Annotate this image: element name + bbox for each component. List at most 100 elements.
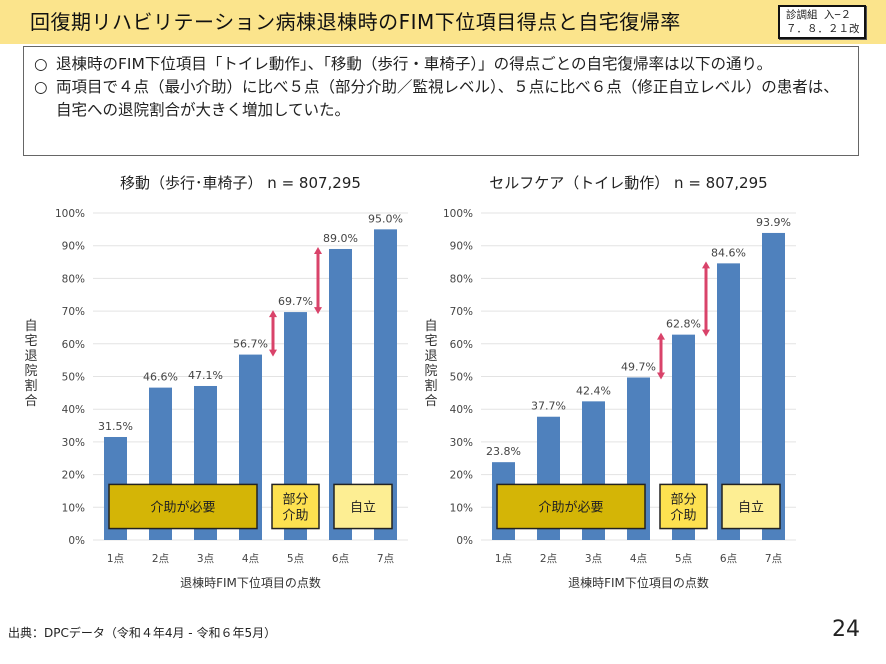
y-tick-label: 10%	[62, 502, 85, 514]
x-tick-label: 6点	[720, 553, 737, 565]
y-tick-label: 100%	[55, 208, 85, 220]
y-tick-label: 20%	[62, 470, 85, 482]
annotation-rect	[108, 483, 258, 530]
badge-line-2: ７．８．２１改	[786, 23, 860, 35]
y-axis-label: 宅	[24, 334, 37, 349]
arrow-head-up	[702, 261, 710, 269]
annotation-rect	[659, 483, 708, 530]
double-arrow-icon	[314, 246, 322, 315]
y-axis-label: 自	[24, 319, 37, 334]
data-label: 84.6%	[711, 246, 746, 259]
y-axis-label: 退	[24, 349, 37, 364]
summary-text: 両項目で４点（最小介助）に比べ５点（部分介助／監視レベル）、５点に比べ６点（修正…	[56, 78, 839, 119]
summary-item: ○ 退棟時のFIM下位項目「トイレ動作」、「移動（歩行・車椅子）」の得点ごとの自…	[34, 53, 846, 76]
y-axis-label: 院	[424, 364, 437, 379]
data-label: 62.8%	[666, 318, 701, 331]
category-annotation-box: 部分介助	[659, 483, 708, 530]
badge-line-1: 診調組 入−２	[786, 9, 852, 21]
y-axis-label: 合	[24, 394, 37, 409]
y-axis-label: 割	[24, 378, 37, 394]
chart-title: セルフケア（トイレ動作） n = 807,295	[489, 174, 767, 192]
annotation-label: 自立	[738, 500, 764, 515]
x-tick-label: 1点	[107, 553, 124, 565]
data-label: 89.0%	[323, 232, 358, 245]
x-axis-title: 退棟時FIM下位項目の点数	[568, 575, 709, 590]
annotation-label: 部分	[670, 492, 696, 507]
arrow-head-up	[314, 246, 322, 254]
data-label: 37.7%	[531, 400, 566, 413]
summary-box: ○ 退棟時のFIM下位項目「トイレ動作」、「移動（歩行・車椅子）」の得点ごとの自…	[23, 46, 859, 156]
arrow-head-down	[657, 372, 665, 380]
x-tick-label: 2点	[540, 553, 557, 565]
y-tick-label: 60%	[62, 339, 85, 351]
y-tick-label: 40%	[450, 404, 473, 416]
category-annotation-box: 自立	[333, 483, 393, 530]
data-label: 56.7%	[233, 338, 268, 351]
x-tick-label: 1点	[495, 553, 512, 565]
x-tick-label: 4点	[630, 553, 647, 565]
double-arrow-icon	[657, 332, 665, 380]
x-axis-title: 退棟時FIM下位項目の点数	[180, 575, 321, 590]
y-tick-label: 30%	[450, 437, 473, 449]
data-label: 93.9%	[756, 216, 791, 229]
x-tick-label: 2点	[152, 553, 169, 565]
chart-mobility-svg: 移動（歩行･車椅子） n = 807,295 0% 10% 20% 30% 40% 50% 6…	[24, 174, 408, 590]
arrow-head-down	[702, 329, 710, 337]
x-tick-label: 3点	[197, 553, 214, 565]
x-tick-label: 4点	[242, 553, 259, 565]
data-label: 49.7%	[621, 360, 656, 373]
document-badge: 診調組 入−２ ７．８．２１改	[778, 5, 866, 39]
double-arrow-icon	[269, 310, 277, 357]
annotation-label: 介助	[282, 508, 308, 523]
data-label: 31.5%	[98, 420, 133, 433]
annotation-label: 自立	[350, 500, 376, 515]
category-annotation-box: 部分介助	[271, 483, 320, 530]
y-tick-label: 80%	[62, 273, 85, 285]
y-axis-label: 合	[424, 394, 437, 409]
y-tick-label: 0%	[456, 535, 473, 547]
chart-toilet: セルフケア（トイレ動作） n = 807,295 0% 10% 20% 30% 40% 50…	[418, 168, 818, 598]
bar	[374, 229, 397, 540]
header-bar	[0, 0, 886, 44]
annotation-label: 介助が必要	[538, 500, 603, 515]
data-label: 42.4%	[576, 384, 611, 397]
annotation-label: 介助	[670, 508, 696, 523]
category-annotation-box: 自立	[721, 483, 781, 530]
y-tick-label: 70%	[62, 306, 85, 318]
double-arrow-icon	[702, 261, 710, 337]
y-tick-label: 0%	[68, 535, 85, 547]
data-label: 47.1%	[188, 369, 223, 382]
x-tick-label: 6点	[332, 553, 349, 565]
data-label: 46.6%	[143, 371, 178, 384]
x-tick-label: 7点	[377, 553, 394, 565]
bar	[284, 312, 307, 540]
x-tick-label: 5点	[675, 553, 692, 565]
circle-bullet-icon: ○	[34, 55, 48, 73]
y-tick-label: 90%	[450, 241, 473, 253]
source-note: 出典：DPCデータ（令和４年4月 - 令和６年5月）	[8, 626, 277, 640]
circle-bullet-icon: ○	[34, 78, 48, 96]
y-axis-label: 退	[424, 349, 437, 364]
arrow-head-up	[657, 332, 665, 340]
y-tick-label: 30%	[62, 437, 85, 449]
y-axis-label: 割	[424, 378, 437, 394]
page-number: 24	[832, 617, 860, 642]
data-label: 95.0%	[368, 212, 403, 225]
y-axis-label: 院	[24, 364, 37, 379]
annotation-rect	[496, 483, 646, 530]
x-tick-label: 7点	[765, 553, 782, 565]
annotation-rect	[721, 483, 781, 530]
y-tick-label: 60%	[450, 339, 473, 351]
bar	[329, 248, 352, 540]
data-label: 69.7%	[278, 295, 313, 308]
y-tick-label: 10%	[450, 502, 473, 514]
arrow-head-down	[314, 307, 322, 315]
chart-toilet-svg: セルフケア（トイレ動作） n = 807,295 0% 10% 20% 30% 40% 50…	[424, 174, 796, 590]
y-tick-label: 20%	[450, 470, 473, 482]
annotation-rect	[271, 483, 320, 530]
bar	[762, 232, 785, 540]
data-label: 23.8%	[486, 445, 521, 458]
category-annotation-box: 介助が必要	[496, 483, 646, 530]
x-tick-label: 3点	[585, 553, 602, 565]
y-tick-label: 50%	[450, 372, 473, 384]
